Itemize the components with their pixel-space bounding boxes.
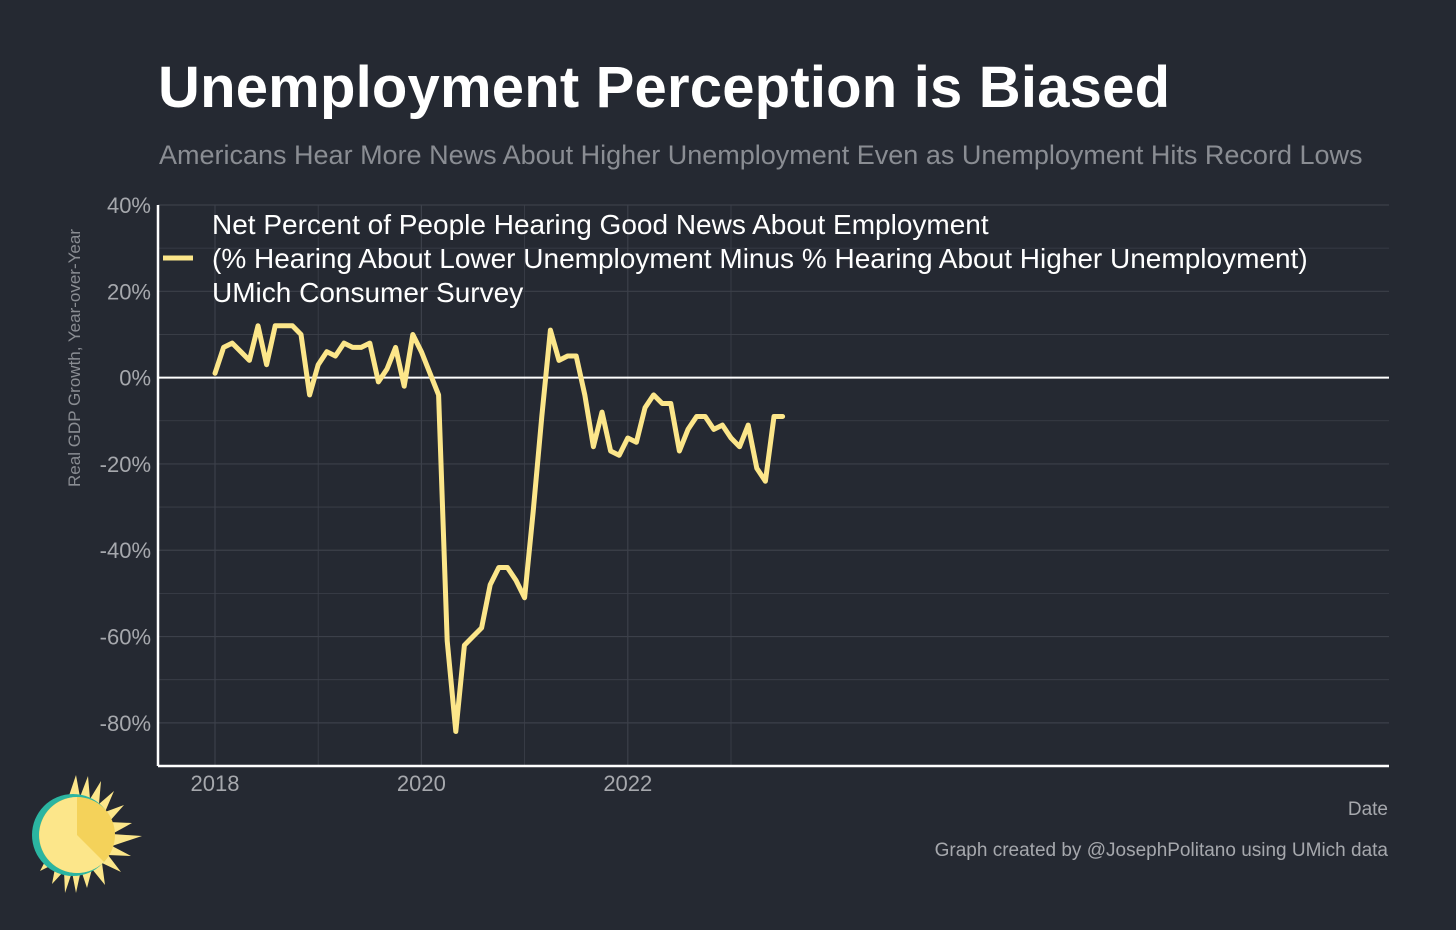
- series-layer: [212, 323, 786, 734]
- x-tick-label: 2022: [603, 771, 652, 796]
- legend: Net Percent of People Hearing Good News …: [163, 209, 1308, 308]
- legend-label: (% Hearing About Lower Unemployment Minu…: [212, 243, 1308, 274]
- y-tick-label: -40%: [100, 538, 151, 563]
- y-axis-title: Real GDP Growth, Year-over-Year: [65, 229, 84, 487]
- y-tick-label: -20%: [100, 452, 151, 477]
- source-caption: Graph created by @JosephPolitano using U…: [934, 840, 1388, 861]
- legend-label: UMich Consumer Survey: [212, 277, 523, 308]
- y-tick-label: 0%: [119, 366, 151, 391]
- y-tick-label: -80%: [100, 711, 151, 736]
- chart-subtitle: Americans Hear More News About Higher Un…: [159, 140, 1363, 170]
- x-axis-title: Date: [1347, 799, 1388, 820]
- grid-lines: [158, 204, 1389, 766]
- y-tick-label: -60%: [100, 625, 151, 650]
- axis-layer: 40% 20% 0% -20% -40% -60% -80% 2018 2020 2022 Real…: [65, 193, 1389, 796]
- sun-icon: [32, 775, 142, 893]
- y-tick-label: 20%: [107, 279, 151, 304]
- y-tick-label: 40%: [107, 193, 151, 218]
- legend-label: Net Percent of People Hearing Good News …: [212, 209, 989, 240]
- chart-title: Unemployment Perception is Biased: [158, 55, 1171, 120]
- x-tick-label: 2020: [397, 771, 446, 796]
- x-tick-label: 2018: [191, 771, 240, 796]
- series-line: [212, 323, 786, 734]
